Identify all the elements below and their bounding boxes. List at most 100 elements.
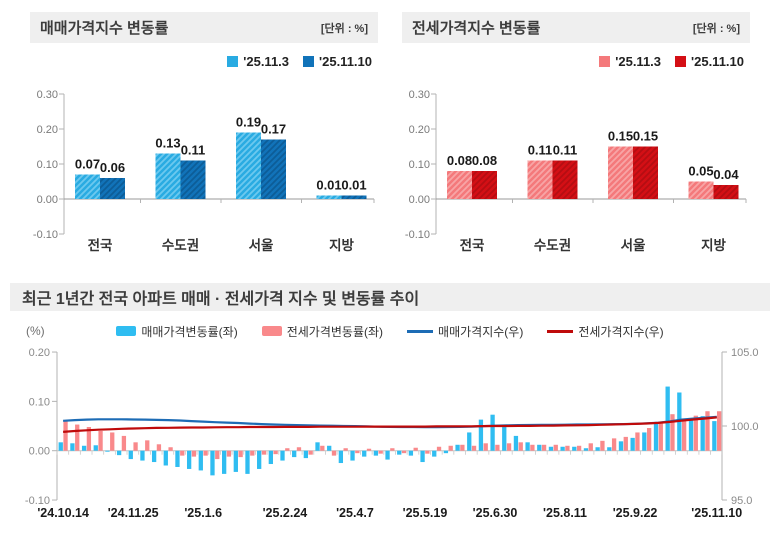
bar xyxy=(210,450,215,476)
legend-label: '25.11.10 xyxy=(319,53,372,69)
y-axis xyxy=(431,93,437,235)
bar xyxy=(608,146,633,199)
category-label: 수도권 xyxy=(162,238,199,253)
bar xyxy=(646,428,652,451)
legend-label: '25.11.10 xyxy=(691,53,744,69)
legend-item: '25.11.3 xyxy=(227,54,289,69)
bar xyxy=(128,450,133,460)
bar-series-0: 0.08 0.11 0.15 0.05 xyxy=(447,129,714,199)
bar xyxy=(86,427,92,451)
bar xyxy=(490,414,495,451)
svg-text:'25.6.30: '25.6.30 xyxy=(473,506,518,520)
svg-text:0.20: 0.20 xyxy=(409,124,430,136)
index-line-1 xyxy=(63,416,717,433)
svg-text:'25.1.6: '25.1.6 xyxy=(184,506,222,520)
bar xyxy=(700,416,705,451)
svg-text:-0.10: -0.10 xyxy=(33,229,58,241)
bar xyxy=(653,423,659,451)
legend-label: 매매가격변동률(좌) xyxy=(141,324,238,339)
trend-legend-items: 매매가격변동률(좌) 전세가격변동률(좌) 매매가격지수(우) 전세가격지수(우) xyxy=(0,322,780,340)
bar-series-0: 0.07 0.13 0.19 0.01 xyxy=(75,115,342,199)
trend-combo-chart: 0.200.100.00-0.10105.0100.095.0'24.10.14… xyxy=(25,347,759,520)
svg-text:'24.10.14: '24.10.14 xyxy=(37,506,89,520)
bar xyxy=(320,445,325,451)
bar xyxy=(478,419,484,451)
y-tick-labels: 0.30 0.20 0.10 0.00 -0.10 xyxy=(405,89,430,241)
bar xyxy=(133,442,138,451)
bar-value-label: 0.08 xyxy=(472,153,497,168)
legend-item: '25.11.10 xyxy=(303,54,372,69)
bar xyxy=(238,450,243,458)
bar xyxy=(665,386,670,451)
bar xyxy=(693,415,698,451)
sales-panel-title: 매매가격지수 변동률 xyxy=(40,20,169,37)
bar xyxy=(373,450,379,456)
bar xyxy=(506,443,512,451)
bar xyxy=(460,444,465,451)
bar xyxy=(257,450,262,469)
jeonse-change-panel: 전세가격지수 변동률 [단위 : %] '25.11.3 '25.11.10 0.… xyxy=(402,12,750,257)
x-tick-labels: '24.10.14 '24.11.25 '25.1.6 '25.2.24 '25.4.7… xyxy=(37,506,742,520)
bar xyxy=(58,442,63,451)
bar xyxy=(472,171,497,199)
bar xyxy=(611,438,617,451)
bar xyxy=(250,450,255,456)
trend-legend-row: (%) 매매가격변동률(좌) 전세가격변동률(좌) 매매가격지수(우) 전세가격지수(… xyxy=(0,322,780,340)
bar-value-label: 0.19 xyxy=(236,115,261,130)
bar xyxy=(432,450,437,457)
bar xyxy=(467,432,472,451)
bar xyxy=(447,171,472,199)
jeonse-panel-unit: [단위 : %] xyxy=(692,22,740,35)
bar xyxy=(268,450,273,465)
bar xyxy=(198,450,203,471)
bar xyxy=(513,435,519,451)
svg-text:-0.10: -0.10 xyxy=(25,495,50,507)
bar xyxy=(261,139,286,199)
bar xyxy=(527,160,553,199)
bar xyxy=(713,185,739,199)
bar xyxy=(155,153,181,199)
bar xyxy=(502,425,507,451)
bar xyxy=(495,444,500,451)
bar xyxy=(303,450,308,459)
bar-value-label: 0.01 xyxy=(341,178,366,193)
right-y-tick-labels: 105.0 100.0 95.0 xyxy=(731,347,759,507)
legend-swatch xyxy=(227,55,239,67)
legend-swatch xyxy=(261,326,282,336)
bar xyxy=(553,444,558,451)
bar xyxy=(110,432,115,451)
legend-swatch xyxy=(675,55,687,67)
bar xyxy=(175,450,180,467)
bar xyxy=(215,450,220,460)
jeonse-change-bar-chart: 0.300.200.100.00-0.100.080.110.150.050.0… xyxy=(405,89,747,253)
bar xyxy=(618,441,624,451)
bar xyxy=(168,447,173,451)
bar xyxy=(366,448,372,451)
svg-text:0.30: 0.30 xyxy=(409,89,430,101)
bar-value-label: 0.07 xyxy=(75,157,100,172)
bar xyxy=(390,448,395,451)
y-tick-labels: 0.30 0.20 0.10 0.00 -0.10 xyxy=(33,89,58,241)
bar xyxy=(273,450,278,455)
svg-text:0.10: 0.10 xyxy=(37,159,58,171)
bar xyxy=(443,450,449,454)
bar xyxy=(635,432,640,451)
left-axis-unit-label: (%) xyxy=(26,324,45,338)
bar xyxy=(105,450,110,452)
bar xyxy=(98,430,103,451)
bar xyxy=(537,444,542,451)
bar xyxy=(308,450,313,455)
bar xyxy=(413,447,418,451)
bar xyxy=(191,450,197,457)
bar xyxy=(712,421,717,451)
bar-value-label: 0.11 xyxy=(553,143,578,158)
legend-label: 전세가격변동률(좌) xyxy=(286,324,384,339)
bar xyxy=(548,446,554,451)
bar xyxy=(285,448,290,451)
bar xyxy=(180,160,206,199)
svg-text:'25.2.24: '25.2.24 xyxy=(263,506,308,520)
bar-value-label: 0.01 xyxy=(316,178,341,193)
bar xyxy=(705,411,710,451)
bar xyxy=(338,450,344,464)
bar-value-label: 0.08 xyxy=(447,153,472,168)
